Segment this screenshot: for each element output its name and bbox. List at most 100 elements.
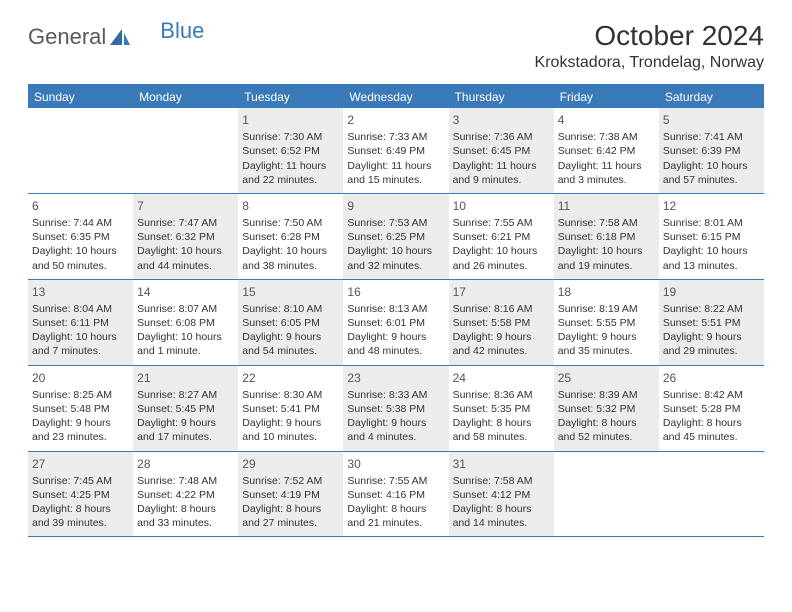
sunrise-text: Sunrise: 8:01 AM <box>663 216 760 230</box>
calendar-day-cell <box>554 452 659 537</box>
sunrise-text: Sunrise: 8:04 AM <box>32 302 129 316</box>
sunset-text: Sunset: 5:51 PM <box>663 316 760 330</box>
daylight-text: Daylight: 9 hours and 23 minutes. <box>32 416 129 444</box>
sunset-text: Sunset: 5:41 PM <box>242 402 339 416</box>
sunset-text: Sunset: 4:19 PM <box>242 488 339 502</box>
calendar-day-cell: 10Sunrise: 7:55 AMSunset: 6:21 PMDayligh… <box>449 194 554 279</box>
sunset-text: Sunset: 4:22 PM <box>137 488 234 502</box>
daylight-text: Daylight: 8 hours and 58 minutes. <box>453 416 550 444</box>
day-number: 21 <box>137 370 234 386</box>
calendar-day-cell: 26Sunrise: 8:42 AMSunset: 5:28 PMDayligh… <box>659 366 764 451</box>
calendar-day-cell: 12Sunrise: 8:01 AMSunset: 6:15 PMDayligh… <box>659 194 764 279</box>
calendar-day-cell: 3Sunrise: 7:36 AMSunset: 6:45 PMDaylight… <box>449 108 554 193</box>
day-number: 27 <box>32 456 129 472</box>
daylight-text: Daylight: 9 hours and 42 minutes. <box>453 330 550 358</box>
day-number: 31 <box>453 456 550 472</box>
day-number: 24 <box>453 370 550 386</box>
calendar-week-row: 6Sunrise: 7:44 AMSunset: 6:35 PMDaylight… <box>28 194 764 280</box>
sunrise-text: Sunrise: 7:36 AM <box>453 130 550 144</box>
sunset-text: Sunset: 6:18 PM <box>558 230 655 244</box>
sunset-text: Sunset: 5:35 PM <box>453 402 550 416</box>
weekday-header-cell: Wednesday <box>343 86 448 108</box>
calendar-day-cell: 21Sunrise: 8:27 AMSunset: 5:45 PMDayligh… <box>133 366 238 451</box>
daylight-text: Daylight: 8 hours and 52 minutes. <box>558 416 655 444</box>
daylight-text: Daylight: 10 hours and 50 minutes. <box>32 244 129 272</box>
day-number: 30 <box>347 456 444 472</box>
calendar-day-cell: 9Sunrise: 7:53 AMSunset: 6:25 PMDaylight… <box>343 194 448 279</box>
calendar-day-cell: 18Sunrise: 8:19 AMSunset: 5:55 PMDayligh… <box>554 280 659 365</box>
daylight-text: Daylight: 9 hours and 10 minutes. <box>242 416 339 444</box>
daylight-text: Daylight: 9 hours and 4 minutes. <box>347 416 444 444</box>
calendar-day-cell: 14Sunrise: 8:07 AMSunset: 6:08 PMDayligh… <box>133 280 238 365</box>
daylight-text: Daylight: 10 hours and 1 minute. <box>137 330 234 358</box>
sunrise-text: Sunrise: 7:48 AM <box>137 474 234 488</box>
sunset-text: Sunset: 4:25 PM <box>32 488 129 502</box>
daylight-text: Daylight: 8 hours and 21 minutes. <box>347 502 444 530</box>
sunset-text: Sunset: 5:38 PM <box>347 402 444 416</box>
sunset-text: Sunset: 5:55 PM <box>558 316 655 330</box>
calendar-day-cell <box>28 108 133 193</box>
calendar-day-cell: 20Sunrise: 8:25 AMSunset: 5:48 PMDayligh… <box>28 366 133 451</box>
calendar-day-cell: 16Sunrise: 8:13 AMSunset: 6:01 PMDayligh… <box>343 280 448 365</box>
sunset-text: Sunset: 6:35 PM <box>32 230 129 244</box>
sunset-text: Sunset: 6:15 PM <box>663 230 760 244</box>
sunset-text: Sunset: 6:21 PM <box>453 230 550 244</box>
calendar-day-cell: 8Sunrise: 7:50 AMSunset: 6:28 PMDaylight… <box>238 194 343 279</box>
calendar-week-row: 20Sunrise: 8:25 AMSunset: 5:48 PMDayligh… <box>28 366 764 452</box>
daylight-text: Daylight: 10 hours and 13 minutes. <box>663 244 760 272</box>
calendar-day-cell <box>659 452 764 537</box>
calendar-day-cell: 27Sunrise: 7:45 AMSunset: 4:25 PMDayligh… <box>28 452 133 537</box>
day-number: 25 <box>558 370 655 386</box>
sunrise-text: Sunrise: 7:30 AM <box>242 130 339 144</box>
day-number: 20 <box>32 370 129 386</box>
sunset-text: Sunset: 5:28 PM <box>663 402 760 416</box>
page-header: General Blue October 2024 Krokstadora, T… <box>28 20 764 72</box>
sunrise-text: Sunrise: 8:30 AM <box>242 388 339 402</box>
day-number: 5 <box>663 112 760 128</box>
sunrise-text: Sunrise: 7:38 AM <box>558 130 655 144</box>
daylight-text: Daylight: 11 hours and 9 minutes. <box>453 159 550 187</box>
calendar-day-cell: 2Sunrise: 7:33 AMSunset: 6:49 PMDaylight… <box>343 108 448 193</box>
day-number: 17 <box>453 284 550 300</box>
sunrise-text: Sunrise: 8:22 AM <box>663 302 760 316</box>
month-title: October 2024 <box>535 20 764 52</box>
weekday-header-cell: Monday <box>133 86 238 108</box>
daylight-text: Daylight: 9 hours and 35 minutes. <box>558 330 655 358</box>
sail-icon <box>108 27 132 47</box>
daylight-text: Daylight: 10 hours and 57 minutes. <box>663 159 760 187</box>
day-number: 14 <box>137 284 234 300</box>
sunrise-text: Sunrise: 7:33 AM <box>347 130 444 144</box>
sunrise-text: Sunrise: 7:55 AM <box>347 474 444 488</box>
sunset-text: Sunset: 6:49 PM <box>347 144 444 158</box>
calendar-day-cell: 31Sunrise: 7:58 AMSunset: 4:12 PMDayligh… <box>449 452 554 537</box>
daylight-text: Daylight: 11 hours and 3 minutes. <box>558 159 655 187</box>
sunrise-text: Sunrise: 8:42 AM <box>663 388 760 402</box>
sunrise-text: Sunrise: 8:25 AM <box>32 388 129 402</box>
weekday-header-cell: Saturday <box>659 86 764 108</box>
day-number: 7 <box>137 198 234 214</box>
sunset-text: Sunset: 6:05 PM <box>242 316 339 330</box>
day-number: 28 <box>137 456 234 472</box>
weekday-header-cell: Tuesday <box>238 86 343 108</box>
day-number: 23 <box>347 370 444 386</box>
sunrise-text: Sunrise: 7:58 AM <box>453 474 550 488</box>
sunrise-text: Sunrise: 8:16 AM <box>453 302 550 316</box>
calendar-week-row: 27Sunrise: 7:45 AMSunset: 4:25 PMDayligh… <box>28 452 764 538</box>
daylight-text: Daylight: 11 hours and 15 minutes. <box>347 159 444 187</box>
sunset-text: Sunset: 6:28 PM <box>242 230 339 244</box>
day-number: 15 <box>242 284 339 300</box>
sunrise-text: Sunrise: 7:44 AM <box>32 216 129 230</box>
daylight-text: Daylight: 9 hours and 54 minutes. <box>242 330 339 358</box>
day-number: 6 <box>32 198 129 214</box>
calendar-day-cell: 19Sunrise: 8:22 AMSunset: 5:51 PMDayligh… <box>659 280 764 365</box>
brand-logo: General Blue <box>28 24 204 50</box>
weekday-header-cell: Friday <box>554 86 659 108</box>
daylight-text: Daylight: 8 hours and 39 minutes. <box>32 502 129 530</box>
calendar-day-cell: 5Sunrise: 7:41 AMSunset: 6:39 PMDaylight… <box>659 108 764 193</box>
brand-text-2: Blue <box>160 18 204 44</box>
sunset-text: Sunset: 6:42 PM <box>558 144 655 158</box>
calendar: SundayMondayTuesdayWednesdayThursdayFrid… <box>28 84 764 537</box>
calendar-day-cell: 11Sunrise: 7:58 AMSunset: 6:18 PMDayligh… <box>554 194 659 279</box>
sunset-text: Sunset: 6:32 PM <box>137 230 234 244</box>
calendar-day-cell: 24Sunrise: 8:36 AMSunset: 5:35 PMDayligh… <box>449 366 554 451</box>
